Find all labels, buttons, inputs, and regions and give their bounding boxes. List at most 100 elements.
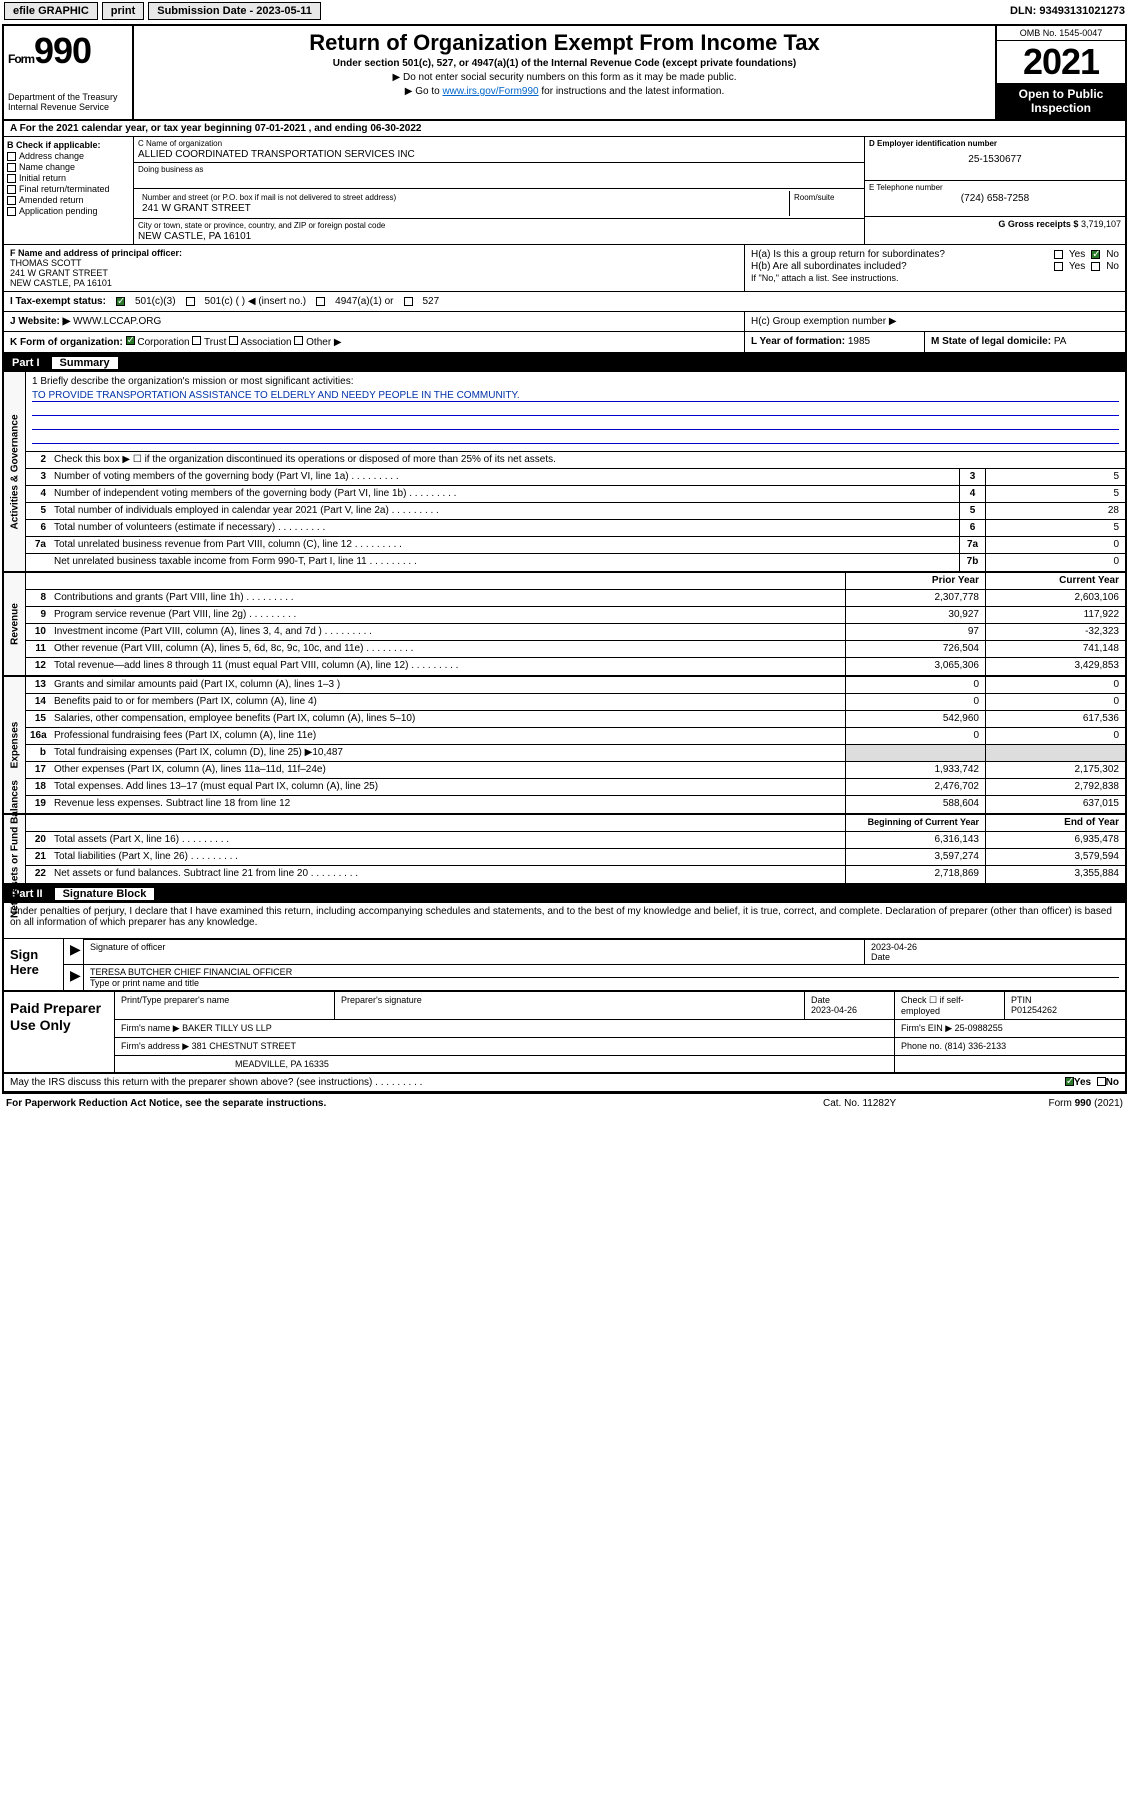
mission-block: 1 Briefly describe the organization's mi… <box>26 372 1125 452</box>
ha-no[interactable] <box>1091 250 1100 259</box>
ha-yes-lbl: Yes <box>1069 249 1085 260</box>
e-label: E Telephone number <box>869 183 1121 192</box>
expense-row: 18Total expenses. Add lines 13–17 (must … <box>26 779 1125 796</box>
form-ref: Form 990 (2021) <box>983 1098 1123 1109</box>
officer-city: NEW CASTLE, PA 16101 <box>10 278 738 288</box>
paperwork-notice: For Paperwork Reduction Act Notice, see … <box>6 1098 823 1109</box>
chk-527[interactable] <box>404 297 413 306</box>
website-url: WWW.LCCAP.ORG <box>73 316 161 327</box>
discuss-yes[interactable] <box>1065 1077 1074 1086</box>
sign-here-label: Sign Here <box>4 939 64 990</box>
chk-final[interactable] <box>7 185 16 194</box>
box-k: K Form of organization: Corporation Trus… <box>4 332 745 352</box>
opt-527: 527 <box>423 296 440 307</box>
sign-here-row: Sign Here ▶ Signature of officer 2023-04… <box>4 938 1125 990</box>
form-header: Form990 Department of the Treasury Inter… <box>4 26 1125 121</box>
chk-name[interactable] <box>7 163 16 172</box>
revenue-row: 8Contributions and grants (Part VIII, li… <box>26 590 1125 607</box>
part2-header: Part II Signature Block <box>4 885 1125 903</box>
ptin: P01254262 <box>1011 1005 1119 1015</box>
chk-other[interactable] <box>294 336 303 345</box>
expenses-section: Expenses 13Grants and similar amounts pa… <box>4 677 1125 815</box>
revenue-row: 10Investment income (Part VIII, column (… <box>26 624 1125 641</box>
cat-no: Cat. No. 11282Y <box>823 1098 983 1109</box>
opt-pending: Application pending <box>19 206 98 216</box>
line2-desc: Check this box ▶ ☐ if the organization d… <box>50 452 1125 468</box>
expense-row: 16aProfessional fundraising fees (Part I… <box>26 728 1125 745</box>
dept-label: Department of the Treasury Internal Reve… <box>8 92 128 112</box>
net-assets-section: Net Assets or Fund Balances Beginning of… <box>4 815 1125 885</box>
form-subtitle: Under section 501(c), 527, or 4947(a)(1)… <box>144 58 985 69</box>
ein-label: Firm's EIN ▶ <box>901 1023 952 1033</box>
firm-addr2: MEADVILLE, PA 16335 <box>115 1056 895 1072</box>
chk-501c[interactable] <box>186 297 195 306</box>
expense-row: 15Salaries, other compensation, employee… <box>26 711 1125 728</box>
room-label: Room/suite <box>794 193 856 202</box>
expense-row: 14Benefits paid to or for members (Part … <box>26 694 1125 711</box>
hb-note: If "No," attach a list. See instructions… <box>751 273 898 283</box>
revenue-row: 9Program service revenue (Part VIII, lin… <box>26 607 1125 624</box>
hdr-curr: Current Year <box>985 573 1125 589</box>
box-c-wrap: C Name of organization ALLIED COORDINATE… <box>134 137 1125 244</box>
telephone: (724) 658-7258 <box>869 193 1121 204</box>
chk-initial[interactable] <box>7 174 16 183</box>
org-city: NEW CASTLE, PA 16101 <box>138 231 860 242</box>
prep-name-hdr: Print/Type preparer's name <box>115 992 335 1019</box>
form-note1: ▶ Do not enter social security numbers o… <box>144 72 985 83</box>
tax-status-row: I Tax-exempt status: 501(c)(3) 501(c) ( … <box>4 292 1125 312</box>
gov-row: 5Total number of individuals employed in… <box>26 503 1125 520</box>
prep-date: 2023-04-26 <box>811 1005 888 1015</box>
k-label: K Form of organization: <box>10 337 123 348</box>
opt-address: Address change <box>19 151 84 161</box>
form-number: 990 <box>34 30 91 71</box>
org-address: 241 W GRANT STREET <box>142 203 785 214</box>
chk-4947[interactable] <box>316 297 325 306</box>
officer-name-title: TERESA BUTCHER CHIEF FINANCIAL OFFICER <box>90 967 1119 977</box>
form-note2: ▶ Go to www.irs.gov/Form990 for instruct… <box>144 86 985 97</box>
arrow-icon: ▶ <box>70 941 81 957</box>
discuss-text: May the IRS discuss this return with the… <box>10 1077 372 1088</box>
chk-assoc[interactable] <box>229 336 238 345</box>
c-name-label: C Name of organization <box>138 139 860 148</box>
chk-amended[interactable] <box>7 196 16 205</box>
hb-yes-lbl: Yes <box>1069 261 1085 272</box>
hb-label: H(b) Are all subordinates included? <box>751 261 1048 272</box>
hdr-prior: Prior Year <box>845 573 985 589</box>
print-button[interactable]: print <box>102 2 144 20</box>
form-title: Return of Organization Exempt From Incom… <box>144 30 985 56</box>
line-a: A For the 2021 calendar year, or tax yea… <box>4 121 1125 137</box>
dba-label: Doing business as <box>138 165 860 174</box>
hb-no[interactable] <box>1091 262 1100 271</box>
box-h: H(a) Is this a group return for subordin… <box>745 245 1125 291</box>
expense-row: 13Grants and similar amounts paid (Part … <box>26 677 1125 694</box>
chk-501c3[interactable] <box>116 297 125 306</box>
net-row: 20Total assets (Part X, line 16)6,316,14… <box>26 832 1125 849</box>
paid-preparer-row: Paid Preparer Use Only Print/Type prepar… <box>4 990 1125 1074</box>
ha-yes[interactable] <box>1054 250 1063 259</box>
firm-addr: 381 CHESTNUT STREET <box>192 1041 296 1051</box>
m-label: M State of legal domicile: <box>931 336 1051 347</box>
irs-link[interactable]: www.irs.gov/Form990 <box>442 86 538 97</box>
governance-section: Activities & Governance 1 Briefly descri… <box>4 372 1125 573</box>
chk-corp[interactable] <box>126 336 135 345</box>
d-label: D Employer identification number <box>869 139 1121 148</box>
ptin-hdr: PTIN <box>1011 995 1119 1005</box>
hb-yes[interactable] <box>1054 262 1063 271</box>
sig-declaration: Under penalties of perjury, I declare th… <box>4 903 1125 938</box>
part1-header: Part I Summary <box>4 354 1125 372</box>
box-m: M State of legal domicile: PA <box>925 332 1125 352</box>
phone-label: Phone no. <box>901 1041 942 1051</box>
sig-officer-label: Signature of officer <box>90 942 165 952</box>
header-right: OMB No. 1545-0047 2021 Open to Public In… <box>995 26 1125 119</box>
chk-trust[interactable] <box>192 336 201 345</box>
part1-title: Summary <box>52 357 118 369</box>
k-l-m-row: K Form of organization: Corporation Trus… <box>4 332 1125 354</box>
ein: 25-1530677 <box>869 154 1121 165</box>
j-label: J Website: ▶ <box>10 316 70 327</box>
discuss-no[interactable] <box>1097 1077 1106 1086</box>
chk-pending[interactable] <box>7 207 16 216</box>
discuss-yes-lbl: Yes <box>1074 1077 1091 1088</box>
box-hc: H(c) Group exemption number ▶ <box>745 312 1125 331</box>
chk-address[interactable] <box>7 152 16 161</box>
vtab-revenue: Revenue <box>4 573 26 675</box>
